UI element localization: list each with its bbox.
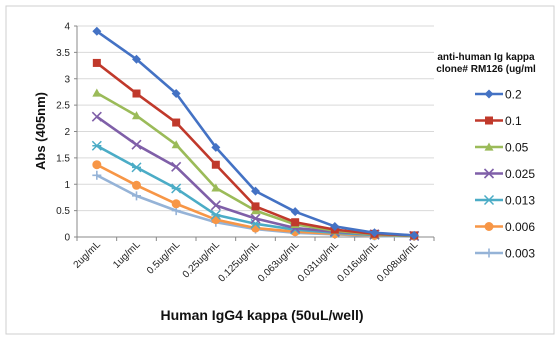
data-point <box>409 230 419 240</box>
data-point <box>132 191 141 201</box>
legend-label: 0.025 <box>505 167 535 181</box>
legend-title: clone# RM126 (ug/ml <box>436 64 536 75</box>
data-point <box>210 200 221 211</box>
data-point <box>483 168 495 179</box>
data-point <box>132 54 141 64</box>
legend-entry: 0.025 <box>475 167 535 181</box>
data-point <box>251 186 260 196</box>
data-point <box>330 221 340 231</box>
data-point <box>171 89 181 99</box>
data-point <box>171 140 181 149</box>
data-point <box>132 89 141 98</box>
legend-label: 0.2 <box>505 88 522 102</box>
legend-entry: 0.1 <box>475 114 522 128</box>
y-tick-label: 0.5 <box>56 206 70 217</box>
data-point <box>131 139 142 150</box>
series-lines <box>91 26 420 242</box>
data-point <box>211 160 220 169</box>
y-tick-label: 3 <box>64 74 70 85</box>
legend-title: anti-human Ig kappa <box>437 52 535 63</box>
data-point <box>92 26 102 36</box>
data-point <box>171 161 182 172</box>
data-point <box>250 213 261 224</box>
data-point <box>131 162 142 173</box>
series-0.2 <box>92 26 419 240</box>
data-point <box>290 207 300 217</box>
legend-entry: 0.2 <box>475 88 522 102</box>
y-tick-label: 1.5 <box>56 153 70 164</box>
data-point <box>92 160 102 170</box>
y-tick-label: 2.5 <box>56 101 70 112</box>
data-point <box>91 140 102 151</box>
data-point <box>172 118 181 127</box>
data-point <box>484 248 494 258</box>
data-point <box>171 199 181 209</box>
data-point <box>210 209 221 220</box>
y-tick-label: 1 <box>64 180 70 191</box>
data-point <box>132 111 141 120</box>
legend-entry: 0.013 <box>475 194 535 208</box>
data-point <box>484 222 494 231</box>
y-tick-label: 3.5 <box>56 48 70 59</box>
data-point <box>92 170 102 180</box>
data-point <box>484 142 494 151</box>
data-point <box>92 88 102 97</box>
x-axis-title: Human IgG4 kappa (50uL/well) <box>160 307 363 323</box>
y-tick-label: 0 <box>64 233 70 244</box>
legend-label: 0.1 <box>505 114 522 128</box>
data-point <box>211 142 221 152</box>
y-tick-label: 4 <box>64 22 70 33</box>
data-point <box>370 228 379 238</box>
data-point <box>251 202 260 211</box>
legend-entry: 0.003 <box>475 247 535 261</box>
legend-label: 0.003 <box>505 247 535 261</box>
data-point <box>92 58 101 67</box>
legend-label: 0.05 <box>505 141 529 155</box>
legend-label: 0.013 <box>505 194 535 208</box>
y-axis-title: Abs (405nm) <box>33 92 48 170</box>
data-point <box>132 180 141 190</box>
data-point <box>483 194 495 206</box>
legend-entry: 0.05 <box>475 141 529 155</box>
data-point <box>171 183 182 194</box>
data-point <box>91 111 102 122</box>
legend-label: 0.006 <box>505 220 535 234</box>
y-tick-label: 2 <box>64 127 70 138</box>
data-point <box>211 183 221 192</box>
data-point <box>484 89 494 99</box>
legend-entry: 0.006 <box>475 220 535 234</box>
data-point <box>291 218 300 227</box>
data-point <box>485 116 493 125</box>
